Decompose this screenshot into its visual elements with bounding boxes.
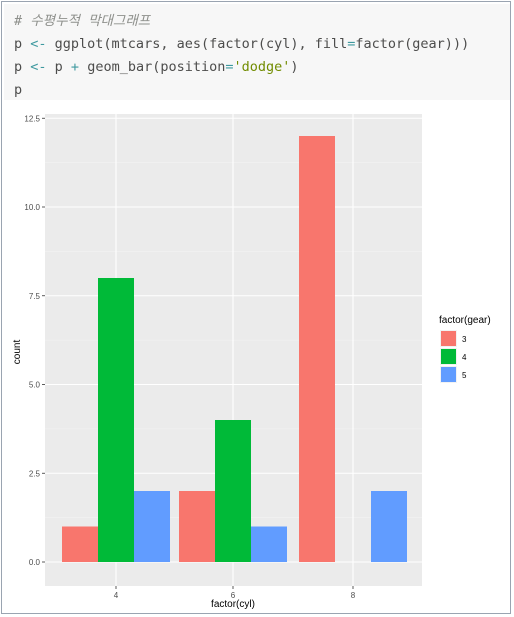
legend-label: 3 (462, 335, 467, 344)
bar-cyl-6-gear-5 (251, 526, 287, 562)
code-line: p (14, 79, 510, 102)
code-token: = (347, 36, 356, 52)
bar-cyl-4-gear-5 (134, 491, 170, 562)
code-block: # 수평누적 막대그래프 p <- ggplot(mtcars, aes(fact… (4, 4, 510, 100)
y-axis-title: count (12, 340, 23, 365)
y-tick-label: 10.0 (24, 203, 40, 212)
legend-label: 4 (462, 353, 467, 362)
code-token: p (14, 82, 23, 98)
y-tick-label: 0.0 (29, 558, 41, 567)
legend-title: factor(gear) (439, 315, 491, 326)
y-tick-label: 2.5 (29, 469, 41, 478)
bar-cyl-4-gear-4 (98, 278, 134, 562)
bars (62, 136, 407, 562)
code-token: p (14, 36, 31, 52)
y-tick-label: 5.0 (29, 381, 41, 390)
code-token: geom_bar(position (79, 59, 226, 75)
bar-cyl-6-gear-3 (179, 491, 215, 562)
legend-key-swatch (441, 367, 456, 382)
x-tick-label: 4 (114, 591, 119, 600)
y-tick-label: 7.5 (29, 292, 41, 301)
legend-key-swatch (441, 349, 456, 364)
code-token: 'dodge' (233, 59, 291, 75)
code-line: p <- p + geom_bar(position='dodge') (14, 56, 510, 79)
bar-cyl-6-gear-4 (215, 420, 251, 562)
code-token: p (46, 59, 71, 75)
code-token: factor(gear))) (355, 36, 470, 52)
bar-cyl-4-gear-3 (62, 526, 98, 562)
code-token: ggplot(mtcars, aes(factor(cyl), fill (46, 36, 348, 52)
code-token: ) (290, 59, 299, 75)
x-axis-title: factor(cyl) (211, 599, 255, 610)
code-line: p <- ggplot(mtcars, aes(factor(cyl), fil… (14, 33, 510, 56)
x-tick-label: 6 (231, 591, 236, 600)
x-axis: 4 6 8 (114, 586, 356, 600)
code-token: p (14, 59, 31, 75)
bar-cyl-8-gear-5 (371, 491, 407, 562)
code-token: = (225, 59, 234, 75)
legend-label: 5 (462, 371, 467, 380)
bar-cyl-8-gear-3 (299, 136, 335, 562)
legend-key-swatch (441, 331, 456, 346)
code-token: <- (30, 36, 47, 52)
code-token: <- (30, 59, 47, 75)
y-axis: 0.0 2.5 5.0 7.5 10.0 12.5 (24, 114, 45, 567)
y-tick-label: 12.5 (24, 114, 40, 123)
legend: factor(gear) 3 4 5 (439, 315, 491, 383)
x-tick-label: 8 (351, 591, 356, 600)
code-line: # 수평누적 막대그래프 (14, 10, 510, 33)
code-token: # 수평누적 막대그래프 (14, 13, 151, 29)
code-token: + (70, 59, 80, 75)
